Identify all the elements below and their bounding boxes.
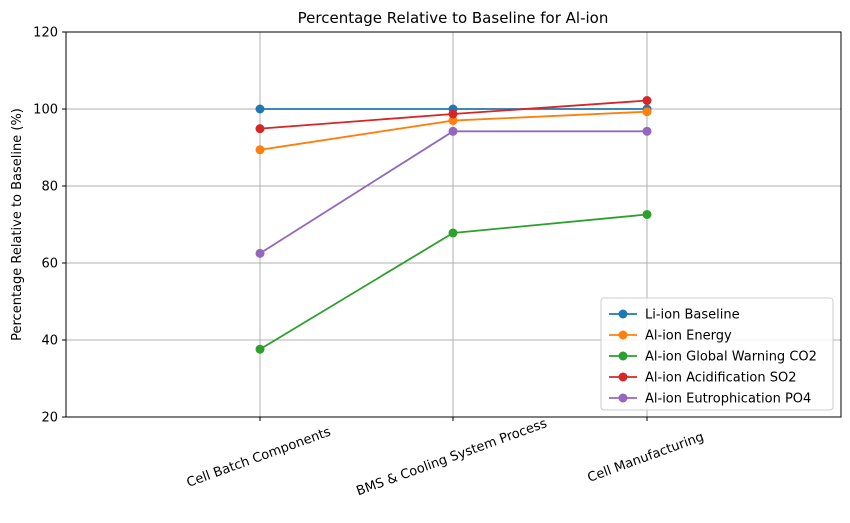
legend-marker <box>618 372 628 382</box>
data-point <box>255 248 265 258</box>
x-tick-label: BMS & Cooling System Process <box>355 416 550 499</box>
y-tick-label: 80 <box>41 180 58 195</box>
data-point <box>255 344 265 354</box>
legend-marker <box>618 393 628 403</box>
legend-label: Li-ion Baseline <box>645 308 740 323</box>
series-group <box>255 96 652 354</box>
legend-box <box>600 297 834 411</box>
x-axis: Cell Batch Components BMS & Cooling Syste… <box>185 416 706 499</box>
x-tick-label: Cell Batch Components <box>185 425 333 491</box>
legend-label: Al-ion Global Warning CO2 <box>645 350 817 365</box>
legend-marker <box>618 351 628 361</box>
y-tick-label: 20 <box>41 411 58 426</box>
y-tick-label: 100 <box>33 103 58 118</box>
y-tick-label: 120 <box>33 26 58 41</box>
data-point <box>255 145 265 155</box>
legend-label: Al-ion Energy <box>645 329 732 344</box>
y-tick-label: 40 <box>41 334 58 349</box>
y-tick-label: 60 <box>41 257 58 272</box>
y-axis: 20 40 60 80 100 120 <box>33 26 66 426</box>
data-point <box>448 228 458 238</box>
x-tick-label: Cell Manufacturing <box>586 430 706 486</box>
data-point <box>448 126 458 136</box>
y-axis-label: Percentage Relative to Baseline (%) <box>10 108 25 341</box>
data-point <box>642 126 652 136</box>
legend-label: Al-ion Acidification SO2 <box>645 371 797 386</box>
legend: Li-ion Baseline Al-ion Energy Al-ion Globa… <box>600 297 834 411</box>
chart-title: Percentage Relative to Baseline for Al-i… <box>298 9 609 27</box>
legend-marker <box>618 309 628 319</box>
legend-marker <box>618 330 628 340</box>
data-point <box>642 107 652 117</box>
legend-label: Al-ion Eutrophication PO4 <box>645 392 811 407</box>
data-point <box>642 209 652 219</box>
data-point <box>255 104 265 114</box>
data-point <box>448 116 458 126</box>
data-point <box>255 124 265 134</box>
data-point <box>448 109 458 119</box>
data-point <box>642 96 652 106</box>
